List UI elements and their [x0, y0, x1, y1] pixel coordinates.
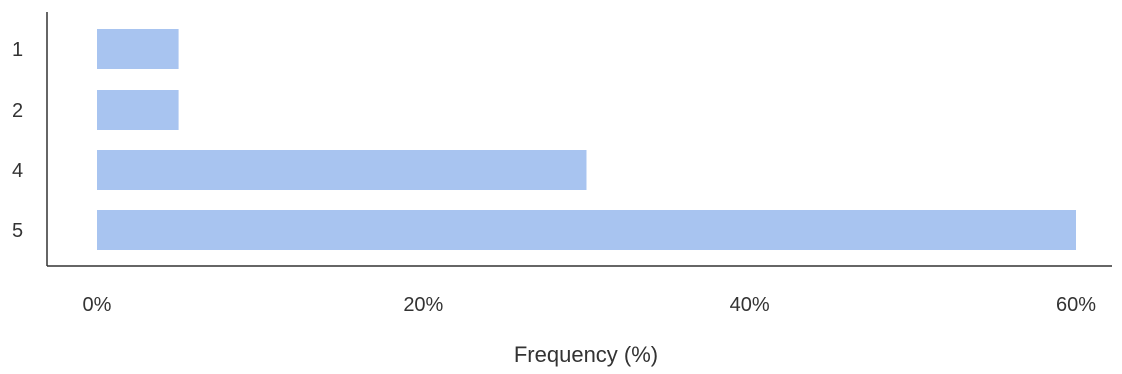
x-tick-label-0: 0%	[83, 294, 112, 316]
bar-5	[97, 210, 1076, 250]
y-tick-label-5: 5	[12, 220, 23, 242]
x-tick-label-60: 60%	[1056, 294, 1096, 316]
x-axis-title: Frequency (%)	[514, 342, 658, 367]
bars-group	[97, 29, 1076, 250]
x-tick-label-20: 20%	[403, 294, 443, 316]
y-tick-labels: 1 2 4 5	[12, 39, 23, 242]
y-tick-label-4: 4	[12, 160, 23, 182]
bar-4	[97, 150, 587, 190]
x-tick-label-40: 40%	[730, 294, 770, 316]
bar-1	[97, 29, 179, 69]
y-tick-label-1: 1	[12, 39, 23, 61]
x-tick-labels: 0% 20% 40% 60%	[83, 294, 1097, 316]
bar-2	[97, 90, 179, 130]
y-tick-label-2: 2	[12, 100, 23, 122]
